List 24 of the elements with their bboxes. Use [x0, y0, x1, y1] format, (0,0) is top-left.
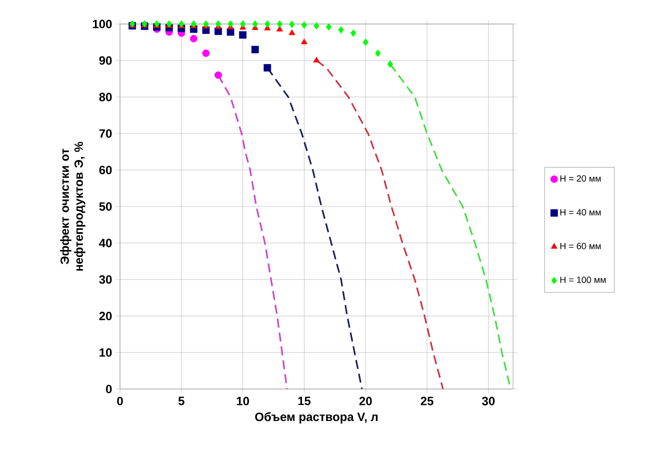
- y-tick-label: 10: [100, 348, 112, 357]
- y-axis-title: Эффект очистки от нефтепродуктов Э, %: [60, 142, 86, 271]
- x-tick-label: 10: [236, 396, 249, 406]
- y-tick-label: 60: [99, 166, 112, 174]
- y-tick-label: 20: [99, 312, 112, 320]
- y-tick-label: 100: [92, 20, 112, 28]
- legend-label: H = 100 мм: [560, 276, 606, 284]
- y-tick-label: 80: [99, 92, 112, 102]
- x-tick-label: 15: [298, 396, 311, 406]
- y-tick-label: 70: [99, 129, 112, 138]
- y-tick-label: 50: [99, 202, 112, 211]
- y-tick-label: 30: [99, 275, 112, 284]
- x-axis-title: Объем раствора V, л: [255, 412, 378, 424]
- x-tick-label: 30: [482, 396, 495, 406]
- legend-label: H = 20 мм: [560, 175, 601, 182]
- legend-label: H = 60 мм: [560, 242, 601, 250]
- x-tick-label: 25: [420, 396, 434, 406]
- y-tick-label: 90: [99, 56, 112, 65]
- legend-label: H = 40 мм: [560, 209, 601, 216]
- x-tick-label: 0: [117, 396, 123, 406]
- y-tick-label: 40: [99, 238, 112, 248]
- x-tick-label: 5: [178, 396, 184, 406]
- y-tick-label: 0: [106, 384, 112, 394]
- x-tick-label: 20: [359, 396, 372, 406]
